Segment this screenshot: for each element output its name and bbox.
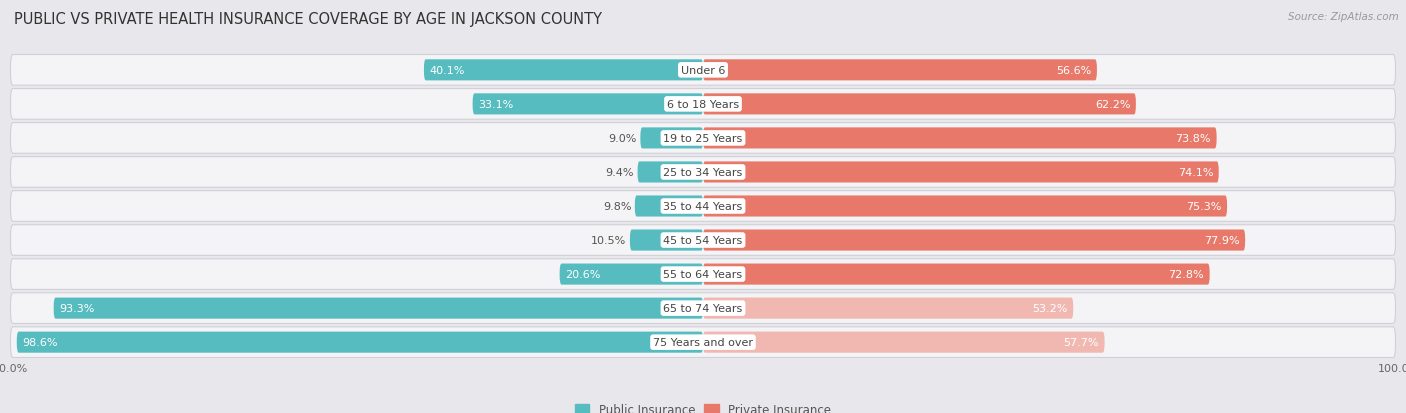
Text: Source: ZipAtlas.com: Source: ZipAtlas.com [1288,12,1399,22]
Text: 10.5%: 10.5% [591,235,627,245]
Text: 65 to 74 Years: 65 to 74 Years [664,304,742,313]
Text: 75 Years and over: 75 Years and over [652,337,754,347]
Text: 19 to 25 Years: 19 to 25 Years [664,133,742,144]
Text: 53.2%: 53.2% [1032,304,1067,313]
Text: 75.3%: 75.3% [1187,202,1222,211]
Text: 56.6%: 56.6% [1056,66,1091,76]
FancyBboxPatch shape [560,264,703,285]
FancyBboxPatch shape [640,128,703,149]
FancyBboxPatch shape [10,259,1396,290]
Text: 77.9%: 77.9% [1204,235,1240,245]
FancyBboxPatch shape [17,332,703,353]
Legend: Public Insurance, Private Insurance: Public Insurance, Private Insurance [571,398,835,413]
Text: 62.2%: 62.2% [1095,100,1130,109]
FancyBboxPatch shape [630,230,703,251]
FancyBboxPatch shape [10,293,1396,324]
FancyBboxPatch shape [703,128,1216,149]
Text: 45 to 54 Years: 45 to 54 Years [664,235,742,245]
FancyBboxPatch shape [634,196,703,217]
Text: Under 6: Under 6 [681,66,725,76]
FancyBboxPatch shape [10,123,1396,154]
Text: 33.1%: 33.1% [478,100,513,109]
Text: 40.1%: 40.1% [429,66,465,76]
Text: 73.8%: 73.8% [1175,133,1211,144]
Text: 93.3%: 93.3% [59,304,94,313]
FancyBboxPatch shape [703,264,1209,285]
FancyBboxPatch shape [703,332,1105,353]
FancyBboxPatch shape [10,225,1396,256]
FancyBboxPatch shape [703,94,1136,115]
FancyBboxPatch shape [703,60,1097,81]
Text: 9.8%: 9.8% [603,202,631,211]
FancyBboxPatch shape [10,89,1396,120]
Text: 57.7%: 57.7% [1063,337,1099,347]
Text: 55 to 64 Years: 55 to 64 Years [664,269,742,280]
Text: 98.6%: 98.6% [22,337,58,347]
Text: 35 to 44 Years: 35 to 44 Years [664,202,742,211]
FancyBboxPatch shape [10,327,1396,358]
FancyBboxPatch shape [703,298,1073,319]
FancyBboxPatch shape [10,191,1396,222]
FancyBboxPatch shape [10,55,1396,86]
FancyBboxPatch shape [703,196,1227,217]
Text: 25 to 34 Years: 25 to 34 Years [664,168,742,178]
FancyBboxPatch shape [703,162,1219,183]
Text: 74.1%: 74.1% [1178,168,1213,178]
FancyBboxPatch shape [425,60,703,81]
Text: 9.0%: 9.0% [609,133,637,144]
FancyBboxPatch shape [703,230,1246,251]
Text: PUBLIC VS PRIVATE HEALTH INSURANCE COVERAGE BY AGE IN JACKSON COUNTY: PUBLIC VS PRIVATE HEALTH INSURANCE COVER… [14,12,602,27]
Text: 9.4%: 9.4% [606,168,634,178]
Text: 6 to 18 Years: 6 to 18 Years [666,100,740,109]
FancyBboxPatch shape [53,298,703,319]
Text: 72.8%: 72.8% [1168,269,1204,280]
Text: 20.6%: 20.6% [565,269,600,280]
FancyBboxPatch shape [637,162,703,183]
FancyBboxPatch shape [10,157,1396,188]
FancyBboxPatch shape [472,94,703,115]
